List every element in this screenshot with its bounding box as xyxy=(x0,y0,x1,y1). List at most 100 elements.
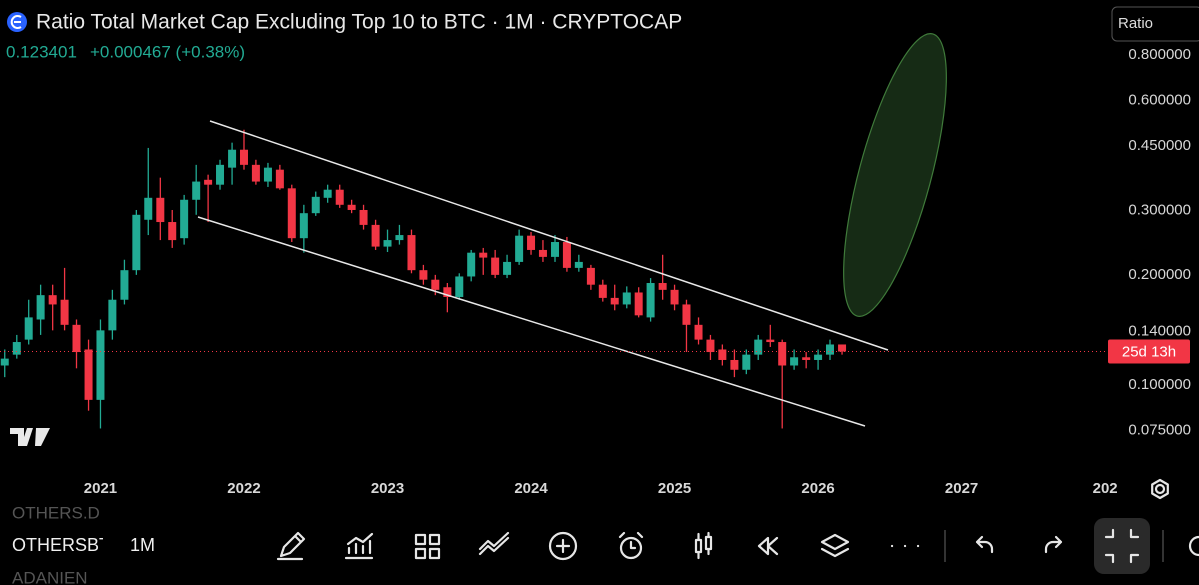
candle-body xyxy=(347,204,356,210)
candle-body xyxy=(383,240,392,247)
settings-icon-outline[interactable] xyxy=(1151,478,1169,500)
candle-body xyxy=(72,324,81,353)
candle-body xyxy=(251,164,260,182)
candle-body xyxy=(132,214,141,271)
fullscreen-button-bg[interactable] xyxy=(1094,518,1150,574)
candle-body xyxy=(204,179,213,185)
last-price: 0.123401 xyxy=(6,42,77,61)
candle-body xyxy=(395,235,404,241)
watchlist-item[interactable]: OTHERS.D xyxy=(12,503,100,522)
channel-upper-line[interactable] xyxy=(209,120,889,351)
candle-body xyxy=(335,189,344,205)
candle-body xyxy=(658,283,667,290)
candle-body xyxy=(48,295,57,305)
candle-body xyxy=(754,339,763,355)
x-tick-label: 2021 xyxy=(84,480,117,497)
candle-body xyxy=(12,342,21,355)
indicators-button[interactable] xyxy=(344,532,374,560)
candle-body xyxy=(359,209,368,225)
candle-body xyxy=(838,344,847,352)
extra-button[interactable] xyxy=(1188,535,1199,557)
candle-body xyxy=(431,279,440,290)
x-tick-label: 202 xyxy=(1093,480,1118,497)
candle-body xyxy=(718,349,727,360)
scale-box[interactable] xyxy=(1111,6,1199,42)
chart-title: Ratio Total Market Cap Excluding Top 10 … xyxy=(36,11,682,34)
draw-tool-button[interactable] xyxy=(276,531,306,561)
candle-body xyxy=(192,181,201,200)
candle-body xyxy=(646,283,655,318)
candle-body xyxy=(551,242,560,257)
y-tick-label: 0.450000 xyxy=(1128,137,1191,154)
target-ellipse[interactable] xyxy=(822,25,967,326)
replay-button[interactable] xyxy=(757,536,779,556)
alert-button-hands[interactable] xyxy=(618,531,644,550)
candle-body xyxy=(0,358,9,366)
compare-button[interactable] xyxy=(478,531,510,556)
candle-body xyxy=(455,276,464,297)
chart-type-button[interactable] xyxy=(694,531,713,560)
candle-body xyxy=(790,357,799,366)
fullscreen-button[interactable] xyxy=(1104,528,1140,564)
y-tick-label: 0.600000 xyxy=(1128,91,1191,108)
interval[interactable]: 1M xyxy=(130,535,155,555)
symbol-name[interactable]: OTHERSBT xyxy=(12,535,110,555)
settings-icon[interactable] xyxy=(1154,483,1166,495)
candle-body xyxy=(168,222,177,241)
candle-body xyxy=(586,267,595,285)
candle-body xyxy=(443,287,452,297)
watchlist-item[interactable]: ADANIEN xyxy=(12,568,88,585)
candle-body xyxy=(730,359,739,370)
candle-body xyxy=(622,292,631,305)
candle-body xyxy=(694,324,703,340)
candle-body xyxy=(84,349,93,400)
countdown-label: 25d 13h xyxy=(1122,343,1176,360)
channel-lower-line[interactable] xyxy=(197,216,866,427)
scale-label[interactable]: Ratio xyxy=(1118,15,1153,32)
candle-body xyxy=(766,339,775,343)
candle-body xyxy=(144,197,153,220)
candle-body xyxy=(503,261,512,275)
candle-body xyxy=(598,284,607,298)
x-tick-label: 2023 xyxy=(371,480,404,497)
alert-button[interactable] xyxy=(619,536,643,560)
redo-button[interactable] xyxy=(1044,535,1063,554)
candle-body xyxy=(670,289,679,305)
candle-body xyxy=(263,167,272,182)
layers-button[interactable] xyxy=(820,533,850,558)
candle-body xyxy=(814,354,823,360)
tv-logo xyxy=(10,428,50,446)
layout-button[interactable] xyxy=(414,533,441,560)
y-tick-label: 0.140000 xyxy=(1128,322,1191,339)
candle-body xyxy=(239,149,248,165)
candle-body xyxy=(682,304,691,325)
candle-body xyxy=(323,189,332,198)
candle-body xyxy=(706,339,715,353)
candle-body xyxy=(311,196,320,214)
candle-body xyxy=(156,197,165,223)
symbol-logo-glyph xyxy=(10,15,22,29)
add-button-plus[interactable] xyxy=(555,538,571,554)
add-button[interactable] xyxy=(548,531,578,561)
x-tick-label: 2022 xyxy=(227,480,260,497)
y-tick-label: 0.200000 xyxy=(1128,266,1191,283)
candle-body xyxy=(24,317,33,340)
y-tick-label: 0.100000 xyxy=(1128,376,1191,393)
candle-body xyxy=(407,235,416,271)
candle-body xyxy=(96,330,105,400)
x-tick-label: 2024 xyxy=(514,480,548,497)
candle-body xyxy=(742,354,751,370)
candle-body xyxy=(287,188,296,239)
y-tick-label: 0.075000 xyxy=(1128,422,1191,439)
candle-body xyxy=(610,297,619,305)
candle-body xyxy=(36,295,45,320)
candle-body xyxy=(120,270,129,300)
candle-body xyxy=(562,242,571,268)
candle-body xyxy=(778,342,787,366)
candle-body xyxy=(467,252,476,277)
undo-button[interactable] xyxy=(975,535,994,554)
candle-body xyxy=(299,213,308,239)
candle-body xyxy=(538,249,547,257)
countdown-box xyxy=(1108,339,1190,364)
